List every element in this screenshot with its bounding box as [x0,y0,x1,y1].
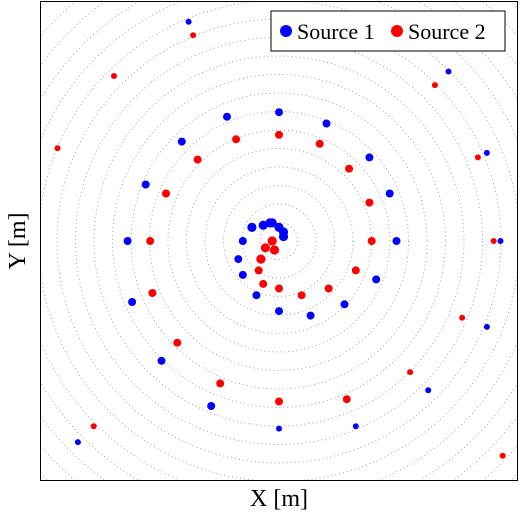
grid-circle [242,204,316,278]
data-point-source-2 [190,32,196,38]
data-point-source-2 [491,238,497,244]
data-point-source-1 [158,357,166,365]
data-point-source-1 [425,387,431,393]
legend-label-source-2: Source 2 [408,19,486,44]
data-point-source-2 [325,285,333,293]
data-point-source-2 [316,140,324,148]
data-point-source-2 [194,156,202,164]
data-point-source-2 [268,236,277,245]
data-point-source-2 [275,398,283,406]
y-axis-label: Y [m] [5,212,31,269]
data-point-source-1 [239,237,247,245]
legend-label-source-1: Source 1 [297,19,375,44]
data-point-source-1 [142,181,150,189]
legend-marker-source-2 [391,25,403,37]
data-point-source-1 [365,153,373,161]
data-point-source-1 [484,324,490,330]
data-point-source-1 [484,150,490,156]
data-point-source-1 [239,271,247,279]
data-point-source-1 [207,402,215,410]
data-point-source-1 [276,426,282,432]
data-point-source-2 [232,135,240,143]
data-point-source-1 [128,298,136,306]
data-point-source-1 [498,238,504,244]
data-point-source-1 [323,120,331,128]
data-point-source-2 [55,145,61,151]
data-point-source-1 [234,255,242,263]
data-point-source-2 [500,453,506,459]
data-point-source-1 [275,307,283,315]
data-point-source-2 [173,339,181,347]
data-point-source-2 [255,266,263,274]
data-point-source-2 [148,289,156,297]
x-axis-label: X [m] [250,486,308,512]
grid-circle [205,167,353,315]
data-point-source-2 [111,73,117,79]
data-point-source-2 [368,237,376,245]
data-point-source-1 [223,113,231,121]
data-point-source-2 [256,255,265,264]
data-point-source-2 [91,423,97,429]
data-points [55,12,506,459]
data-point-source-1 [307,312,315,320]
legend-marker-source-1 [280,25,292,37]
grid-circle [168,130,390,352]
data-point-source-2 [275,285,283,293]
data-point-source-1 [341,300,349,308]
data-point-source-1 [252,291,260,299]
data-point-source-2 [216,379,224,387]
grid-circle [76,38,483,445]
data-point-source-1 [386,190,394,198]
data-point-source-1 [446,69,452,75]
data-point-source-2 [270,245,279,254]
data-point-source-1 [372,275,380,283]
data-point-source-2 [475,154,481,160]
data-point-source-1 [393,237,401,245]
data-point-source-1 [178,138,186,146]
data-point-source-2 [275,131,283,139]
data-point-source-1 [279,232,288,241]
data-point-source-2 [407,369,413,375]
data-point-source-2 [365,199,373,207]
data-point-source-1 [75,439,81,445]
data-point-source-2 [146,237,154,245]
data-point-source-1 [275,108,283,116]
data-point-source-2 [343,395,351,403]
data-point-source-1 [247,223,256,232]
data-point-source-2 [298,291,306,299]
data-point-source-1 [353,423,359,429]
legend: Source 1 Source 2 [271,11,505,51]
data-point-source-2 [459,315,465,321]
data-point-source-1 [124,237,132,245]
data-point-source-2 [345,165,353,173]
data-point-source-2 [261,243,270,252]
data-point-source-1 [186,19,192,25]
plot-frame [41,2,518,481]
data-point-source-2 [352,266,360,274]
data-point-source-2 [162,190,170,198]
data-point-source-2 [432,82,438,88]
data-point-source-2 [259,280,267,288]
